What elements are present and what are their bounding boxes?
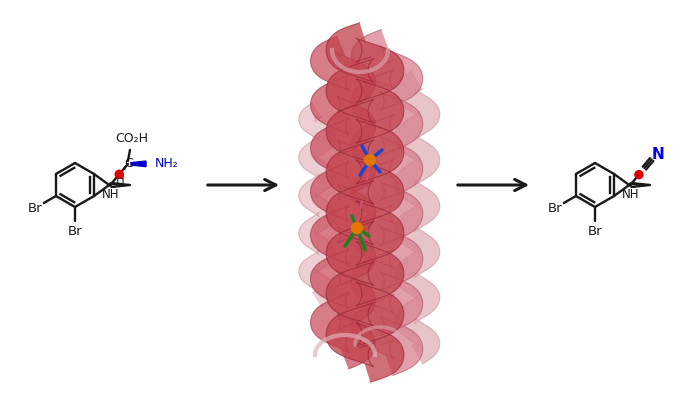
Circle shape <box>364 154 375 166</box>
Text: Br: Br <box>588 224 602 237</box>
Circle shape <box>115 170 123 178</box>
Polygon shape <box>310 36 375 369</box>
Text: Br: Br <box>28 201 42 214</box>
Text: N: N <box>652 147 665 162</box>
Polygon shape <box>351 30 423 376</box>
Text: C: C <box>125 157 134 170</box>
Circle shape <box>351 222 362 233</box>
Text: H: H <box>116 173 125 186</box>
Circle shape <box>635 171 643 179</box>
Text: NH: NH <box>102 188 120 201</box>
Text: Br: Br <box>68 224 82 237</box>
Polygon shape <box>131 161 146 167</box>
Polygon shape <box>326 23 404 382</box>
Text: NH: NH <box>622 188 640 201</box>
Polygon shape <box>299 103 335 307</box>
Polygon shape <box>395 71 440 364</box>
Text: NH₂: NH₂ <box>155 157 179 170</box>
Text: Br: Br <box>548 201 562 214</box>
Text: CO₂H: CO₂H <box>116 132 149 145</box>
